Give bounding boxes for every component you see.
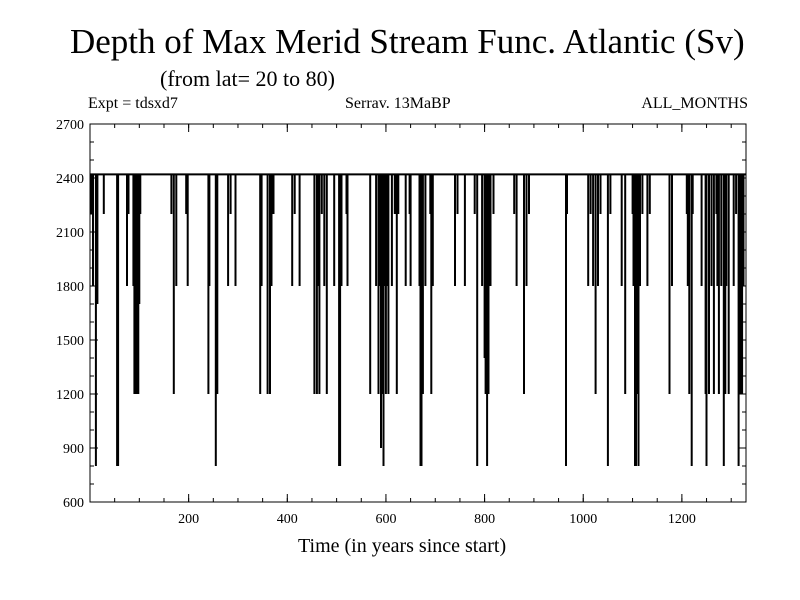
season-label: ALL_MONTHS bbox=[641, 95, 748, 112]
x-tick-label: 200 bbox=[178, 512, 199, 527]
y-tick-label: 900 bbox=[63, 442, 84, 457]
series-line bbox=[90, 173, 746, 466]
chart-title: Depth of Max Merid Stream Func. Atlantic… bbox=[70, 22, 745, 61]
x-tick-label: 1200 bbox=[668, 512, 696, 527]
x-tick-label: 800 bbox=[474, 512, 495, 527]
run-label: Serrav. 13MaBP bbox=[345, 95, 451, 112]
plot-frame bbox=[89, 123, 747, 503]
x-tick-label: 400 bbox=[277, 512, 298, 527]
x-tick-label: 600 bbox=[375, 512, 396, 527]
y-tick-label: 2700 bbox=[56, 118, 84, 133]
y-tick-label: 1800 bbox=[56, 280, 84, 295]
x-axis-label: Time (in years since start) bbox=[298, 535, 507, 557]
y-tick-label: 1500 bbox=[56, 334, 84, 349]
experiment-label: Expt = tdsxd7 bbox=[88, 95, 178, 112]
y-tick-label: 1200 bbox=[56, 388, 84, 403]
series-layer bbox=[90, 173, 746, 466]
x-tick-label: 1000 bbox=[569, 512, 597, 527]
y-tick-label: 2400 bbox=[56, 172, 84, 187]
y-tick-label: 600 bbox=[63, 496, 84, 511]
axis-layer: 600 900 1200 1500 1800 2100 2400 2700 200 400 600 8… bbox=[56, 118, 747, 527]
y-tick-label: 2100 bbox=[56, 226, 84, 241]
chart-subtitle: (from lat= 20 to 80) bbox=[160, 66, 335, 91]
